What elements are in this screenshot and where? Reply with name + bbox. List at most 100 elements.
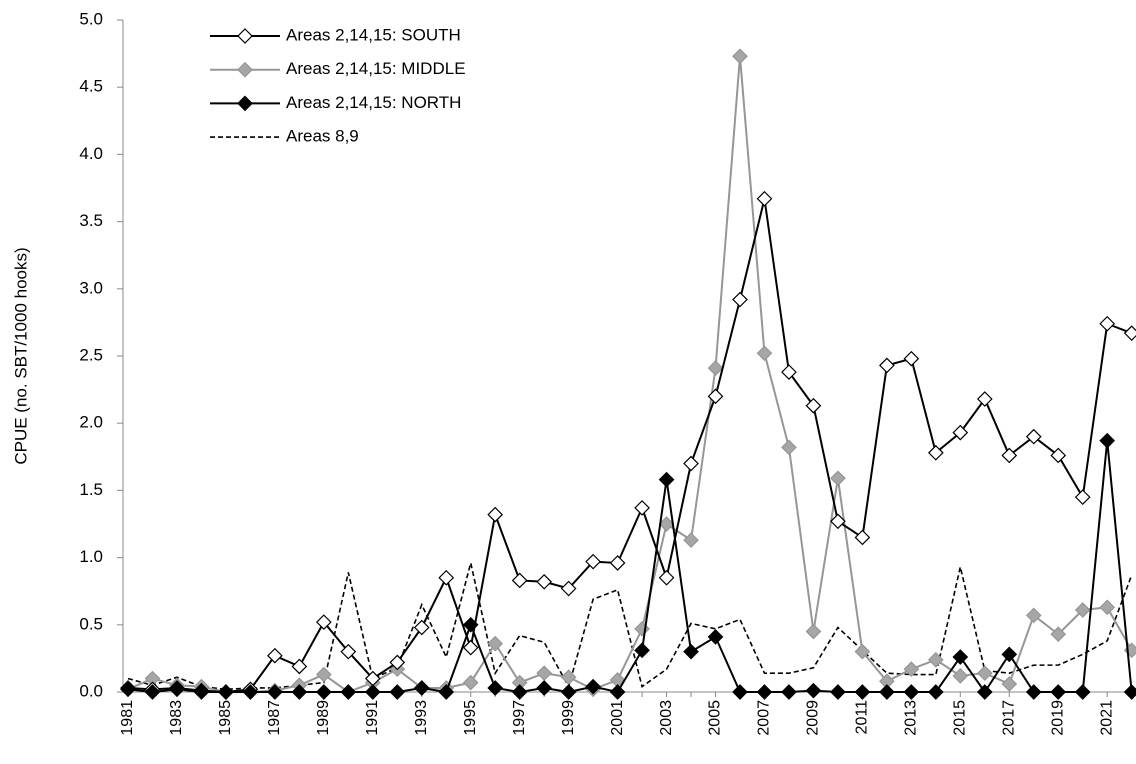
data-point	[781, 684, 797, 700]
data-point	[658, 569, 675, 586]
y-tick-label: 0.5	[79, 614, 103, 633]
data-point	[756, 684, 773, 700]
x-tick-label: 1987	[266, 700, 283, 736]
data-point	[830, 684, 846, 700]
data-point	[364, 684, 381, 700]
x-tick-label: 1981	[119, 700, 136, 736]
y-axis-label: CPUE (no. SBT/1000 hooks)	[11, 247, 30, 464]
legend-marker	[237, 28, 253, 44]
data-point	[291, 658, 308, 675]
data-point	[879, 357, 895, 374]
data-point	[1001, 447, 1018, 464]
data-point	[315, 666, 332, 683]
data-point	[536, 665, 553, 682]
data-point	[193, 684, 210, 700]
data-point	[707, 360, 724, 376]
data-point	[854, 529, 871, 546]
data-point	[707, 629, 724, 645]
data-point	[1025, 428, 1042, 445]
data-point	[315, 684, 332, 700]
data-point	[267, 647, 283, 664]
data-point	[1001, 646, 1018, 663]
data-point	[854, 643, 871, 660]
data-point	[560, 669, 577, 686]
x-tick-label: 1993	[413, 700, 430, 736]
data-point	[560, 580, 577, 597]
data-point	[634, 620, 650, 637]
data-point	[781, 439, 797, 456]
data-point	[536, 573, 553, 590]
x-tick-label: 2013	[903, 700, 920, 736]
data-point	[1099, 432, 1116, 449]
data-point	[732, 684, 748, 700]
x-tick-label: 2021	[1098, 700, 1115, 736]
data-point	[1025, 684, 1042, 700]
data-point	[903, 684, 920, 700]
x-tick-label: 2001	[609, 700, 626, 736]
x-tick-label: 1991	[364, 700, 381, 736]
data-point	[267, 684, 283, 700]
data-point	[1074, 489, 1091, 505]
data-point	[756, 190, 773, 207]
data-point	[732, 291, 748, 308]
legend-marker	[237, 61, 253, 78]
y-tick-label: 0.0	[79, 681, 103, 700]
data-point	[413, 680, 430, 696]
data-point	[927, 444, 944, 461]
data-point	[1074, 602, 1091, 618]
data-point	[1025, 607, 1042, 624]
data-point	[634, 642, 650, 659]
series-line	[127, 198, 1133, 694]
data-point	[976, 665, 993, 682]
data-point	[1001, 676, 1018, 692]
x-tick-label: 2011	[854, 700, 871, 735]
data-point	[1099, 315, 1116, 332]
data-point	[1123, 325, 1136, 342]
x-tick-label: 1999	[560, 700, 577, 736]
data-point	[854, 684, 871, 700]
data-point	[487, 680, 504, 696]
y-tick-label: 3.0	[79, 278, 103, 297]
data-point	[658, 471, 675, 488]
data-point	[438, 569, 455, 586]
data-point	[144, 684, 161, 700]
x-tick-label: 1997	[511, 700, 528, 736]
data-point	[291, 684, 308, 700]
data-point	[952, 649, 969, 665]
data-point	[585, 553, 601, 570]
data-point	[389, 654, 406, 671]
data-point	[340, 643, 357, 660]
data-point	[413, 619, 430, 636]
data-point	[218, 684, 234, 700]
x-tick-label: 2009	[805, 700, 822, 736]
y-tick-label: 4.5	[79, 77, 103, 96]
x-tick-label: 2019	[1049, 700, 1066, 736]
data-point	[1050, 684, 1067, 700]
data-point	[781, 364, 797, 380]
data-point	[976, 391, 993, 407]
data-point	[511, 684, 528, 700]
data-point	[389, 684, 406, 700]
data-point	[634, 500, 650, 516]
y-tick-label: 3.5	[79, 211, 103, 230]
data-point	[169, 681, 185, 698]
data-point	[487, 635, 504, 652]
data-point	[952, 424, 969, 441]
data-point	[1099, 599, 1116, 616]
data-point	[903, 661, 920, 678]
data-point	[1074, 684, 1091, 700]
legend-label: Areas 2,14,15: MIDDLE	[286, 59, 466, 78]
x-tick-label: 2017	[1000, 700, 1017, 736]
data-point	[511, 572, 528, 589]
data-point	[756, 345, 773, 362]
data-point	[560, 684, 577, 700]
legend-label: Areas 8,9	[286, 127, 359, 146]
data-point	[927, 684, 944, 700]
x-tick-label: 2005	[707, 700, 724, 736]
data-point	[585, 678, 601, 695]
y-tick-label: 1.5	[79, 480, 103, 499]
data-point	[805, 623, 822, 640]
legend-label: Areas 2,14,15: NORTH	[286, 93, 461, 112]
y-tick-label: 5.0	[79, 9, 103, 28]
